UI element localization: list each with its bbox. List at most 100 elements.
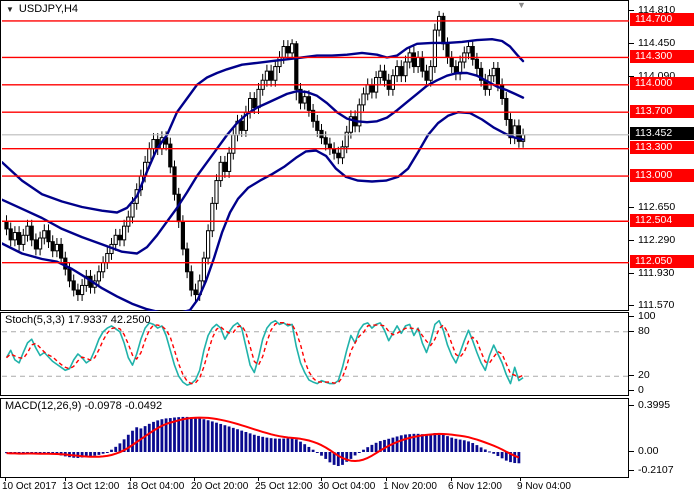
macd-histogram-bar (370, 444, 374, 452)
macd-tick-label: -0.2107 (638, 464, 674, 476)
panel-divider[interactable] (0, 395, 629, 398)
stochastic-panel[interactable]: Stoch(5,3,3) 17.9337 42.2500 (0, 312, 629, 396)
candle (294, 43, 299, 90)
candle (273, 66, 278, 81)
macd-histogram-bar (324, 452, 328, 459)
candle (201, 257, 207, 282)
price-tick (629, 272, 634, 274)
candle (416, 56, 421, 68)
candle (46, 230, 51, 243)
candle (365, 84, 370, 95)
candle (252, 97, 257, 109)
time-tick (258, 478, 259, 481)
candle (222, 161, 228, 172)
price-tick-label: 114.810 (638, 3, 676, 16)
macd-tick-label: 0.3995 (638, 399, 671, 412)
candle (369, 84, 374, 93)
macd-histogram-bar (152, 421, 155, 452)
macd-histogram-bar (408, 434, 412, 452)
candle (428, 66, 433, 81)
time-tick-label: 30 Oct 04:00 (318, 481, 376, 492)
macd-histogram-bar (168, 418, 172, 452)
candle (63, 257, 68, 270)
macd-tick (629, 405, 634, 407)
candle (210, 202, 215, 232)
macd-histogram-bar (496, 452, 500, 457)
candle (29, 225, 34, 241)
time-tick-label: 13 Oct 12:00 (62, 481, 120, 492)
macd-histogram-bar (105, 452, 109, 453)
macd-signal-line (6, 416, 520, 462)
candle (508, 118, 513, 139)
candle (8, 228, 13, 241)
candle (17, 232, 22, 245)
candle (71, 280, 76, 291)
macd-histogram-bar (454, 438, 458, 452)
candlestick-plot[interactable] (2, 2, 629, 311)
price-tick-label: 112.650 (638, 200, 676, 213)
level-price-badge: 114.300 (630, 49, 694, 63)
macd-histogram-bar (345, 452, 349, 462)
macd-histogram-bar (5, 452, 8, 454)
stoch-signal-line (6, 321, 524, 385)
stoch-main-line (5, 319, 524, 386)
macd-histogram-bar (492, 452, 496, 454)
macd-histogram-bar (467, 441, 470, 452)
candle (151, 139, 156, 150)
macd-histogram-bar (328, 452, 332, 463)
macd-histogram-bar (299, 441, 302, 452)
macd-histogram-bar (110, 449, 113, 452)
macd-histogram-bar (479, 447, 483, 452)
stoch-tick (629, 390, 634, 391)
candle (491, 67, 496, 77)
candle (445, 43, 450, 58)
macd-histogram-bar (261, 436, 265, 452)
time-tick (386, 478, 387, 481)
symbol-dropdown-icon[interactable]: ▼ (6, 4, 14, 14)
time-tick-label: 6 Nov 12:00 (448, 481, 502, 492)
macd-histogram-bar (278, 438, 281, 452)
macd-histogram-bar (231, 427, 235, 452)
price-axis[interactable]: 114.810 114.450 114.090 112.650 112.290 111.9… (629, 0, 700, 478)
macd-histogram-bar (135, 427, 139, 452)
macd-panel[interactable]: MACD(12,26,9) -0.0978 -0.0492 (0, 398, 629, 478)
macd-plot[interactable] (2, 400, 629, 478)
candle (290, 43, 295, 54)
macd-histogram-bar (336, 452, 340, 467)
macd-histogram-bar (446, 436, 449, 452)
macd-histogram-bar (349, 452, 353, 459)
main-chart-panel[interactable] (0, 0, 629, 311)
macd-histogram-bar (504, 452, 508, 461)
candle (38, 237, 43, 250)
macd-histogram-bar (257, 435, 260, 452)
time-axis[interactable]: 10 Oct 2017 13 Oct 12:00 18 Oct 04:00 20 Oc… (0, 478, 700, 496)
panel-divider[interactable] (0, 310, 629, 313)
macd-histogram-bar (269, 438, 273, 452)
macd-histogram-bar (395, 436, 399, 452)
time-tick-label: 9 Nov 04:00 (517, 481, 571, 492)
candle (437, 15, 442, 31)
chart-shift-marker-icon[interactable]: ▼ (517, 0, 526, 10)
stochastic-plot[interactable] (2, 314, 629, 396)
macd-histogram-bar (378, 441, 382, 452)
price-tick-label: 111.930 (638, 266, 675, 279)
candle (504, 97, 509, 120)
macd-histogram-bar (219, 423, 223, 452)
time-tick (321, 478, 322, 481)
candle (117, 234, 123, 241)
macd-histogram-bar (425, 434, 428, 452)
macd-histogram-bar (93, 452, 97, 456)
candle (227, 152, 232, 172)
macd-histogram-bar (374, 442, 378, 452)
macd-histogram-bar (517, 452, 521, 464)
macd-histogram-bar (160, 419, 164, 452)
candle (516, 125, 521, 142)
candle (302, 96, 307, 104)
macd-histogram-bar (332, 452, 336, 465)
bollinger-middle-band (2, 71, 525, 255)
candle (336, 152, 341, 159)
candle (277, 56, 282, 68)
time-tick (194, 478, 195, 481)
macd-histogram-bar (458, 439, 462, 452)
macd-histogram-bar (202, 419, 206, 452)
